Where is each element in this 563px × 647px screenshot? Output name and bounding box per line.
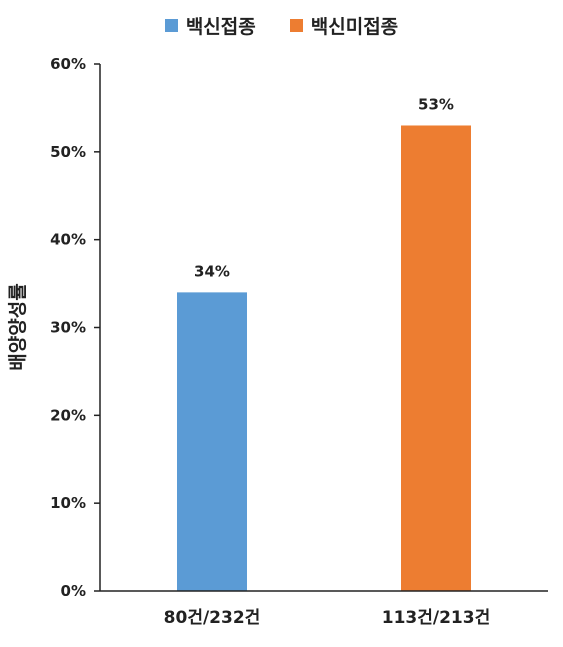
x-category-label: 113건/213건 — [382, 608, 490, 628]
y-axis-ticks: 0% 10% 20% 30% 40% 50% 60% — [50, 55, 100, 600]
legend-swatch-unvaccinated — [289, 19, 303, 32]
legend: 백신접종 백신미접종 — [0, 12, 563, 39]
y-tick-label: 10% — [50, 494, 86, 512]
legend-item-unvaccinated: 백신미접종 — [289, 12, 399, 39]
y-tick-label: 60% — [50, 55, 86, 73]
legend-label-vaccinated: 백신접종 — [185, 16, 256, 38]
data-label: 34% — [194, 262, 230, 280]
legend-item-vaccinated: 백신접종 — [164, 12, 256, 39]
bar — [401, 125, 471, 591]
y-tick-label: 0% — [61, 582, 86, 600]
y-axis-label: 배양양성률 — [7, 283, 29, 370]
x-category-label: 80건/232건 — [164, 608, 261, 628]
y-tick-label: 20% — [50, 406, 86, 424]
bar — [177, 292, 247, 591]
y-tick-label: 50% — [50, 143, 86, 161]
y-tick-label: 30% — [50, 319, 86, 337]
bars: 34% 80건/232건 53% 113건/213건 — [164, 95, 491, 628]
legend-swatch-vaccinated — [164, 19, 178, 32]
data-label: 53% — [418, 95, 454, 113]
y-tick-label: 40% — [50, 231, 86, 249]
legend-label-unvaccinated: 백신미접종 — [310, 16, 399, 38]
